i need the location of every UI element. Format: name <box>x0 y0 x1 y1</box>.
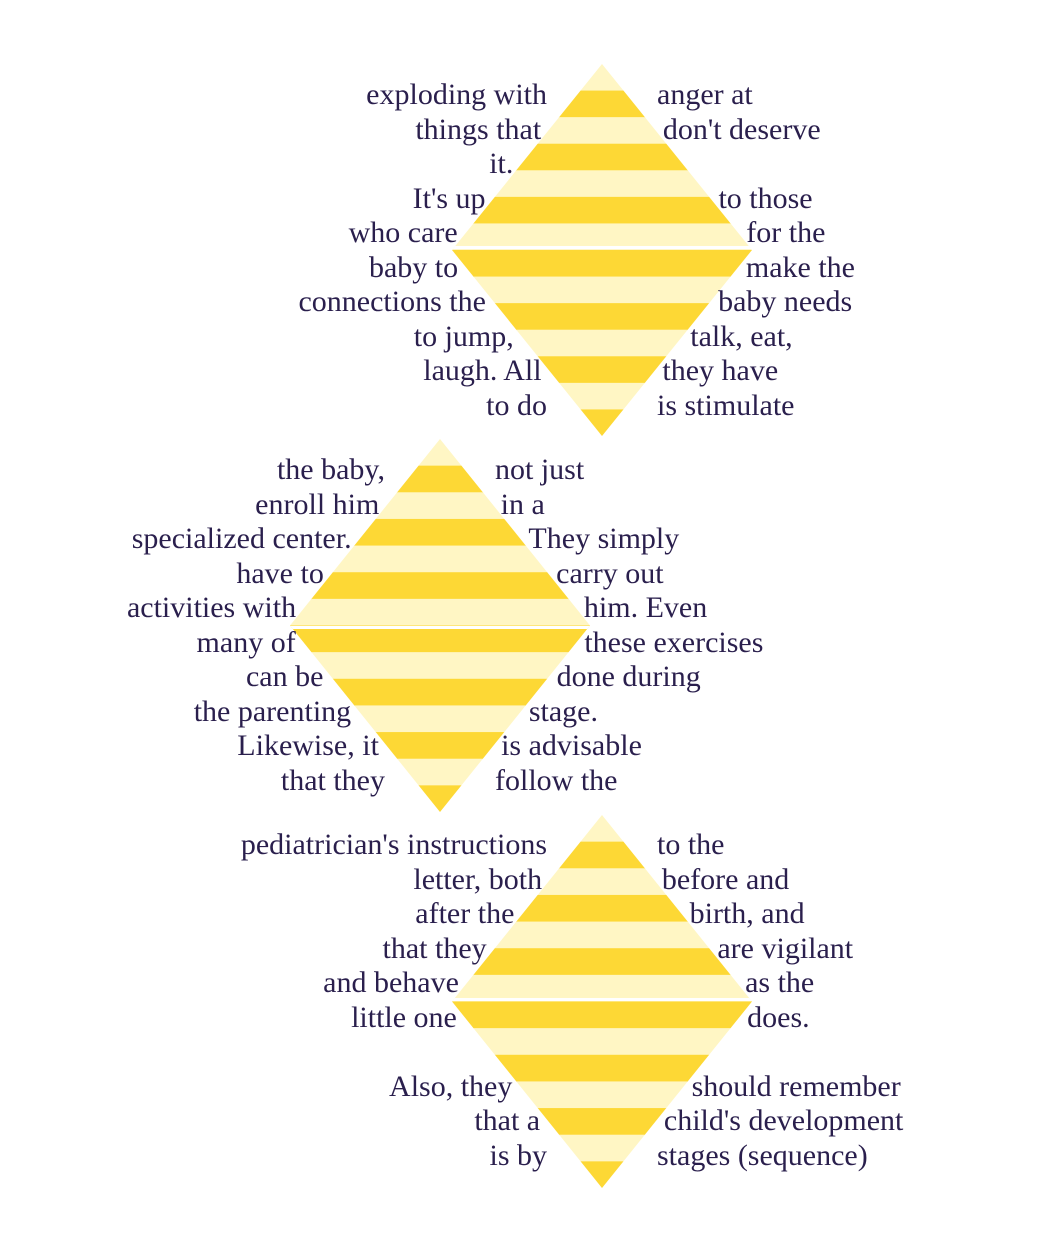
verse-line-left: specialized center. <box>131 522 352 555</box>
verse-line-right: for the <box>746 216 826 249</box>
verse-line-right: in a <box>500 487 545 521</box>
diamond-seam <box>452 998 752 1001</box>
verse-line-left: can be <box>245 660 324 693</box>
verse-line-left: It's up <box>412 181 486 215</box>
verse-line-right: anger at <box>657 78 753 111</box>
verse-line-left: the parenting <box>193 694 352 728</box>
verse-line-left: enroll him <box>255 487 380 521</box>
verse-line-right: is advisable <box>501 729 642 762</box>
verse-line-left: that a <box>474 1104 541 1137</box>
diamond-stripe <box>290 572 590 600</box>
verse-line-left: letter, both <box>413 862 543 896</box>
verse-line-right: stage. <box>528 694 598 728</box>
verse-line-left: that they <box>280 763 385 797</box>
verse-line-left: Likewise, it <box>237 729 379 762</box>
diamond-seam <box>290 626 590 629</box>
verse-line-right: as the <box>745 966 815 999</box>
verse-line-right: baby needs <box>718 285 853 318</box>
verse-line-right: talk, eat, <box>690 319 793 353</box>
verse-line-left: the baby, <box>276 453 385 486</box>
diamond-stripe <box>452 948 752 976</box>
verse-line-left: have to <box>236 556 324 590</box>
diamond-stripe <box>452 1001 752 1029</box>
verse-line-left: and behave <box>323 966 459 999</box>
verse-line-right: him. Even <box>583 591 708 624</box>
diamond-seam <box>452 246 752 249</box>
verse-line-right: not just <box>495 453 585 486</box>
verse-line-right: they have <box>662 354 779 387</box>
diamond-stripe <box>452 276 752 304</box>
verse-line-right: follow the <box>495 763 618 797</box>
diamond-stripe <box>290 598 590 626</box>
diamond-stripe <box>452 1028 752 1056</box>
verse-line-left: little one <box>351 1000 457 1034</box>
diamond-stripe <box>452 196 752 224</box>
verse-line-right: carry out <box>556 556 664 590</box>
verse-line-right: is stimulate <box>657 388 795 422</box>
verse-line-right: make the <box>745 250 855 284</box>
verse-line-right: They simply <box>528 522 680 555</box>
verse-line-right: to the <box>657 828 725 861</box>
verse-line-left: connections the <box>298 285 486 318</box>
verse-line-left: baby to <box>368 250 459 284</box>
verse-line-left: who care <box>348 216 458 249</box>
diamond-stripe <box>452 974 752 1002</box>
verse-line-right: don't deserve <box>662 112 821 146</box>
diamond-stripe <box>452 223 752 251</box>
verse-line-left: things that <box>415 112 542 146</box>
diamond-stripe <box>290 652 590 680</box>
verse-line-left: to jump, <box>413 319 514 353</box>
verse-line-left: is by <box>489 1138 547 1172</box>
diamond-stripe <box>290 625 590 653</box>
verse-line-left: after the <box>415 897 515 930</box>
verse-line-left: laugh. All <box>423 354 542 387</box>
verse-line-left: it. <box>489 147 514 180</box>
verse-line-left: to do <box>486 388 547 422</box>
verse-line-right: birth, and <box>689 897 805 930</box>
verse-line-right: these exercises <box>584 625 764 659</box>
verse-line-right: to those <box>718 181 813 215</box>
verse-line-right: stages (sequence) <box>657 1138 868 1172</box>
verse-line-left: Also, they <box>389 1069 513 1103</box>
diamond-stripe <box>452 250 752 278</box>
verse-line-left: exploding with <box>366 78 547 111</box>
verse-line-right: does. <box>747 1000 810 1034</box>
verse-line-left: that they <box>382 931 487 965</box>
verse-line-left: activities with <box>126 591 297 624</box>
verse-line-right: before and <box>661 862 790 896</box>
verse-line-right: should remember <box>691 1069 901 1103</box>
verse-line-right: are vigilant <box>717 931 854 965</box>
verse-line-left: many of <box>196 625 296 659</box>
verse-line-right: child's development <box>663 1104 904 1137</box>
verse-line-right: done during <box>556 660 701 693</box>
verse-line-left: pediatrician's instructions <box>240 828 547 861</box>
